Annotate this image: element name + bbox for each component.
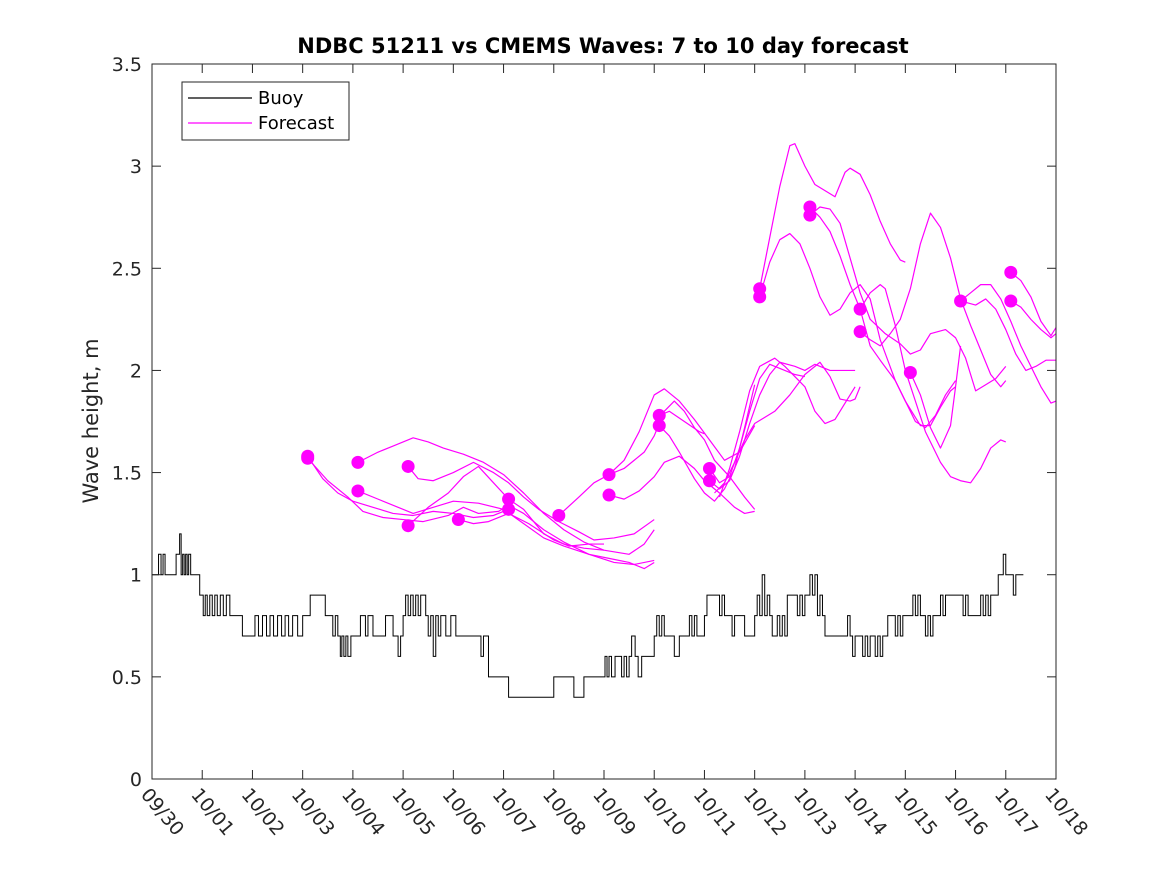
y-tick-label: 0: [130, 769, 142, 791]
forecast-run-line: [759, 143, 906, 289]
forecast-start-marker: [301, 451, 315, 465]
chart-title: NDBC 51211 vs CMEMS Waves: 7 to 10 day f…: [297, 34, 908, 58]
forecast-start-marker: [351, 484, 365, 498]
forecast-run-line: [608, 388, 756, 476]
forecast-start-marker: [502, 492, 516, 506]
forecast-run-line: [558, 400, 756, 516]
forecast-run-line: [859, 284, 1007, 484]
forecast-start-marker: [702, 474, 716, 488]
y-tick-label: 1.5: [112, 463, 142, 485]
forecast-start-marker: [602, 488, 616, 502]
forecast-run-line: [809, 206, 1007, 392]
legend-label-buoy: Buoy: [258, 88, 304, 109]
forecast-run-line: [1010, 271, 1056, 337]
forecast-run-line: [708, 363, 806, 484]
forecast-run-line: [407, 461, 655, 541]
y-tick-label: 0.5: [112, 667, 142, 689]
forecast-run-line: [307, 455, 509, 519]
y-tick-label: 3: [130, 156, 142, 178]
legend-label-forecast: Forecast: [258, 113, 334, 134]
forecast-run-line: [608, 455, 755, 515]
y-tick-label: 1: [130, 565, 142, 587]
forecast-start-marker: [1004, 294, 1018, 308]
forecast-run-line: [458, 512, 604, 547]
forecast-start-marker: [451, 513, 465, 527]
forecast-start-marker: [401, 459, 415, 473]
forecast-run-line: [407, 465, 605, 551]
forecast-run-line: [960, 284, 1056, 404]
y-tick-label: 3.5: [112, 54, 142, 76]
forecast-start-marker: [903, 365, 917, 379]
data-layer: [152, 143, 1056, 698]
forecast-start-marker: [1004, 265, 1018, 279]
legend: Buoy Forecast: [181, 81, 350, 141]
legend-box: [181, 81, 350, 141]
forecast-run-line: [859, 212, 1007, 388]
forecast-start-marker: [652, 408, 666, 422]
forecast-run-line: [718, 357, 856, 498]
forecast-start-marker: [702, 461, 716, 475]
forecast-start-marker: [602, 468, 616, 482]
forecast-start-marker: [502, 502, 516, 516]
forecast-start-marker: [552, 508, 566, 522]
buoy-series-line: [152, 533, 1024, 698]
forecast-start-marker: [954, 294, 968, 308]
forecast-run-line: [659, 410, 705, 435]
forecast-start-marker: [351, 455, 365, 469]
forecast-run-line: [960, 298, 1056, 372]
forecast-run-line: [1010, 300, 1056, 339]
forecast-run-line: [909, 345, 962, 449]
forecast-start-marker: [753, 290, 767, 304]
forecast-run-line: [714, 361, 861, 494]
forecast-run-line: [809, 206, 956, 427]
y-axis-label: Wave height, m: [79, 338, 103, 503]
forecast-start-marker: [652, 419, 666, 433]
forecast-start-marker: [853, 302, 867, 316]
plot-area: [152, 143, 1056, 698]
y-tick-label: 2.5: [112, 258, 142, 280]
forecast-start-marker: [803, 208, 817, 222]
y-tick-label: 2: [130, 360, 142, 382]
forecast-start-marker: [401, 519, 415, 533]
forecast-run-line: [357, 437, 655, 555]
forecast-start-marker: [853, 325, 867, 339]
forecast-run-line: [709, 361, 856, 490]
